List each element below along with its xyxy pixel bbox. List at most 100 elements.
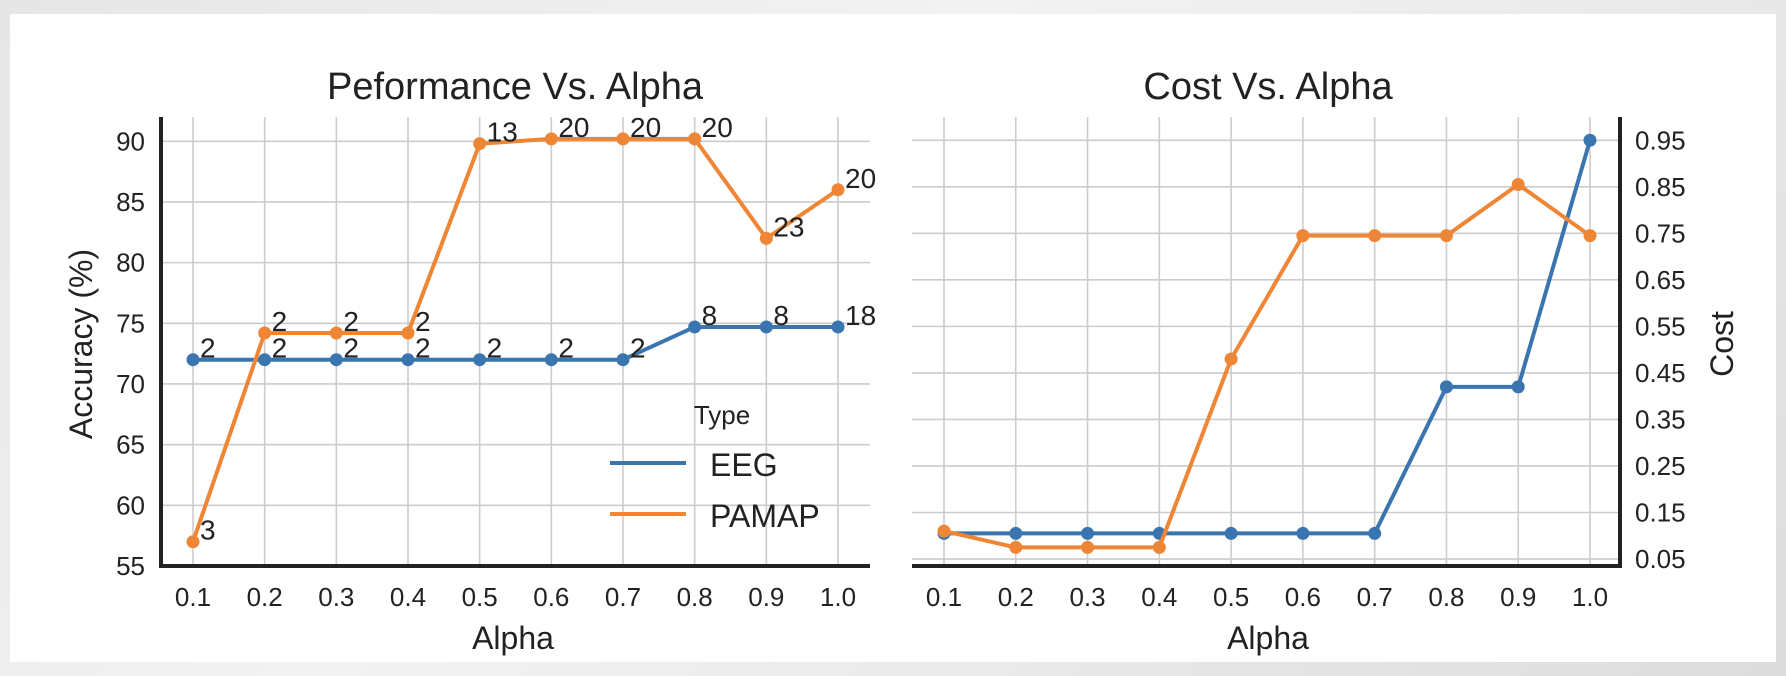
cost-y-tick-label: 0.65 [1635,265,1686,295]
performance-y-tick-label: 85 [116,187,145,217]
performance-chart: 0.1 0.2 0.3 0.4 0.5 0.6 0.7 0.8 0.9 1.0 55 60 65 70 7… [63,66,876,656]
performance-eeg-data-label: 2 [200,333,216,364]
performance-y-tick-label: 80 [116,248,145,278]
performance-x-ticks: 0.1 0.2 0.3 0.4 0.5 0.6 0.7 0.8 0.9 1.0 [175,582,856,612]
performance-pamap-point [688,132,702,146]
performance-eeg-data-label: 2 [487,333,503,364]
cost-title: Cost Vs. Alpha [1143,66,1393,108]
cost-y-tick-label: 0.75 [1635,218,1686,248]
cost-series [937,133,1597,554]
legend-eeg-label: EEG [710,447,778,483]
performance-x-tick-label: 0.1 [175,582,211,612]
cost-pamap-point [1368,229,1382,243]
performance-eeg-point [258,353,272,367]
performance-eeg-data-label: 2 [343,333,359,364]
cost-chart: 0.1 0.2 0.3 0.4 0.5 0.6 0.7 0.8 0.9 1.0 0.05 0.15 0… [912,66,1740,656]
performance-eeg-point [544,353,558,367]
performance-eeg-data-label: 2 [272,333,288,364]
cost-x-tick-label: 0.5 [1213,582,1249,612]
cost-x-label: Alpha [1227,620,1309,656]
legend: Type EEG PAMAP [610,400,820,534]
performance-x-tick-label: 0.2 [247,582,283,612]
cost-x-tick-label: 0.2 [998,582,1034,612]
performance-eeg-point [616,353,630,367]
cost-axes [912,117,1622,568]
performance-eeg-data-label: 2 [630,333,646,364]
performance-pamap-data-label: 2 [272,306,288,337]
performance-y-label: Accuracy (%) [63,249,99,439]
cost-eeg-point [1224,526,1238,540]
performance-eeg-point [186,353,200,367]
performance-pamap-point [473,137,487,151]
performance-pamap-data-label: 20 [702,112,733,143]
cost-x-tick-label: 0.3 [1069,582,1105,612]
cost-eeg-point [1009,526,1023,540]
cost-eeg-line [944,139,1592,536]
performance-x-tick-label: 0.4 [390,582,426,612]
cost-pamap-point [1296,229,1310,243]
performance-pamap-data-label: 2 [343,306,359,337]
cost-x-tick-label: 0.8 [1428,582,1464,612]
performance-eeg-line [193,324,838,362]
performance-y-tick-label: 55 [116,551,145,581]
performance-x-tick-label: 0.3 [318,582,354,612]
legend-title: Type [694,400,750,430]
cost-grid [912,117,1620,566]
cost-x-tick-label: 0.1 [926,582,962,612]
performance-axes [159,117,870,568]
cost-pamap-point [1009,540,1023,554]
cost-y-tick-label: 0.15 [1635,497,1686,527]
performance-pamap-line [191,136,840,543]
cost-pamap-line [943,182,1592,550]
cost-eeg-point [1081,526,1095,540]
cost-x-tick-label: 0.9 [1500,582,1536,612]
performance-y-ticks: 55 60 65 70 75 80 85 90 [116,126,145,581]
performance-pamap-data-label: 20 [630,112,661,143]
performance-eeg-data-label: 8 [702,300,718,331]
performance-x-label: Alpha [472,620,554,656]
performance-eeg-data-label: 8 [773,300,789,331]
cost-x-tick-label: 0.6 [1285,582,1321,612]
cost-y-tick-label: 0.85 [1635,172,1686,202]
cost-y-tick-label: 0.05 [1635,544,1686,574]
cost-x-ticks: 0.1 0.2 0.3 0.4 0.5 0.6 0.7 0.8 0.9 1.0 [926,582,1608,612]
performance-pamap-data-label: 23 [773,211,804,242]
cost-x-tick-label: 0.4 [1141,582,1177,612]
cost-eeg-point [1296,526,1310,540]
cost-pamap-point [1511,177,1525,191]
performance-pamap-point [831,183,845,197]
cost-x-tick-label: 1.0 [1572,582,1608,612]
cost-x-tick-label: 0.7 [1357,582,1393,612]
performance-y-tick-label: 90 [116,126,145,156]
performance-eeg-data-label: 2 [558,333,574,364]
performance-pamap-point [186,535,200,549]
cost-pamap-point [1224,352,1238,366]
cost-pamap-point [937,524,951,538]
performance-x-tick-label: 1.0 [820,582,856,612]
cost-y-tick-label: 0.25 [1635,451,1686,481]
performance-x-tick-label: 0.7 [605,582,641,612]
performance-eeg-data-label: 18 [845,300,876,331]
cost-y-tick-label: 0.35 [1635,404,1686,434]
performance-x-tick-label: 0.8 [677,582,713,612]
performance-pamap-data-label: 3 [200,515,216,546]
performance-y-tick-label: 70 [116,369,145,399]
cost-eeg-point [1439,380,1453,394]
cost-pamap-point [1081,540,1095,554]
cost-pamap-point [1152,540,1166,554]
cost-pamap-point [1439,229,1453,243]
performance-x-tick-label: 0.5 [462,582,498,612]
performance-title: Peformance Vs. Alpha [327,66,704,108]
performance-pamap-point [616,132,630,146]
cost-eeg-point [1368,526,1382,540]
performance-pamap-data-label: 20 [845,163,876,194]
cost-y-tick-label: 0.95 [1635,125,1686,155]
performance-pamap-point [329,326,343,340]
performance-pamap-data-label: 20 [558,112,589,143]
performance-eeg-point [831,320,845,334]
performance-y-tick-label: 75 [116,308,145,338]
performance-eeg-data-label: 2 [415,333,431,364]
performance-pamap-point [544,132,558,146]
performance-eeg-point [401,353,415,367]
performance-y-tick-label: 65 [116,430,145,460]
